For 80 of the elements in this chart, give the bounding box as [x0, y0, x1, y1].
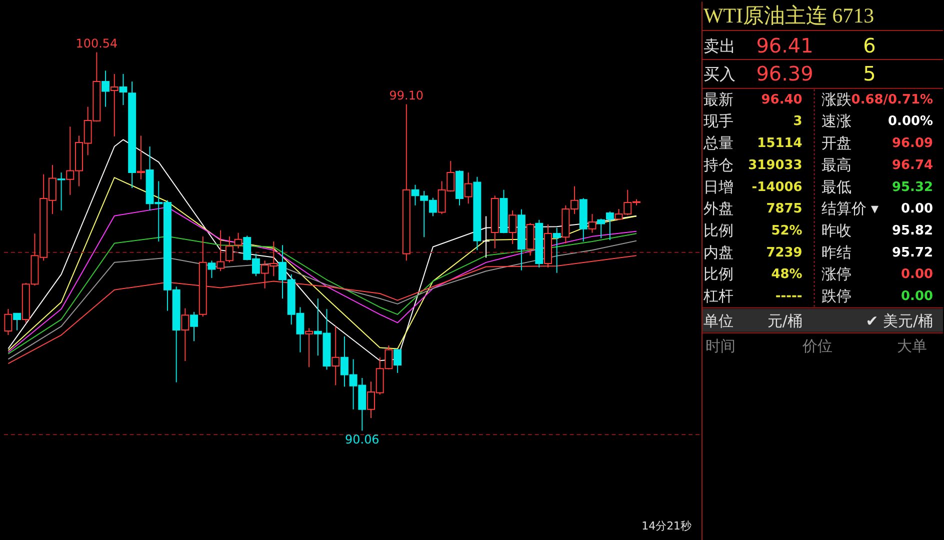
- text: 涨跌: [821, 90, 852, 108]
- candlestick: [394, 349, 402, 374]
- text: ✔ 美元/桶: [866, 312, 934, 330]
- text: 最低: [821, 178, 852, 196]
- candlestick: [13, 312, 22, 331]
- text: 比例: [704, 221, 734, 240]
- candlestick: [234, 232, 242, 249]
- text: 96.74: [892, 158, 934, 173]
- text: 14分21秒: [642, 519, 692, 532]
- text: 单位: [704, 312, 734, 330]
- text: 96.09: [892, 136, 934, 152]
- candlestick: [4, 308, 12, 336]
- text: 外盘: [704, 200, 734, 218]
- text: 52%: [771, 223, 802, 238]
- text: -14006: [752, 180, 802, 195]
- candlestick: [552, 227, 561, 274]
- text: -----: [775, 289, 802, 304]
- text: 内盘: [704, 243, 734, 262]
- text: 15114: [757, 136, 802, 152]
- candlestick: [119, 73, 128, 106]
- candlestick: [208, 260, 216, 278]
- text: 买入: [704, 64, 736, 84]
- candlestick: [597, 218, 606, 239]
- candlestick: [588, 214, 596, 234]
- candlestick: [225, 236, 234, 263]
- candlestick: [606, 211, 614, 241]
- text: 3: [793, 114, 802, 130]
- candlestick: [110, 73, 118, 137]
- text: 96.39: [756, 61, 814, 86]
- text: 7239: [766, 245, 802, 260]
- annotation: 90.06: [345, 432, 380, 447]
- text: 48%: [771, 267, 802, 282]
- text: 95.82: [892, 223, 934, 238]
- text: 0.00: [901, 202, 934, 217]
- text: 0.00: [901, 267, 934, 282]
- text: 95.72: [892, 245, 934, 260]
- text: 昨结: [821, 243, 852, 262]
- text: 现手: [704, 112, 734, 130]
- text: 元/桶: [767, 312, 802, 330]
- text: 最新: [704, 90, 734, 108]
- text: 6: [863, 33, 876, 58]
- text: 结算价 ▾: [821, 200, 880, 218]
- text: 总量: [702, 134, 734, 152]
- text: 速涨: [821, 112, 852, 130]
- candlestick: [57, 172, 66, 211]
- annotation: 99.10: [389, 88, 424, 102]
- candlestick: [216, 230, 225, 272]
- text: 5: [863, 61, 876, 86]
- text: 0.00: [901, 289, 934, 304]
- text: 0.68/0.71%: [851, 92, 934, 108]
- text: 卖出: [704, 36, 736, 56]
- text: 0.00%: [888, 114, 934, 130]
- candlestick: [464, 172, 472, 204]
- candlestick: [508, 210, 517, 245]
- text: 价位: [801, 336, 832, 355]
- text: 95.32: [892, 180, 934, 195]
- text: 大单: [897, 336, 928, 355]
- text: 最高: [821, 156, 852, 174]
- candlestick: [136, 135, 145, 180]
- text: 时间: [706, 336, 736, 355]
- text: 开盘: [821, 134, 852, 152]
- text: 日增: [704, 178, 734, 196]
- annotation: 100.54: [76, 36, 118, 50]
- candlestick: [181, 308, 190, 362]
- text: 昨收: [821, 221, 852, 240]
- text: 7875: [766, 202, 802, 217]
- text: 比例: [704, 265, 734, 284]
- text: 持仓: [704, 156, 734, 174]
- text: 319033: [748, 158, 802, 173]
- text: 96.40: [761, 92, 802, 108]
- text: 96.41: [756, 33, 814, 58]
- candlestick: [305, 328, 314, 368]
- candlestick: [102, 70, 110, 108]
- candlestick: [190, 311, 198, 342]
- text: 跌停: [821, 287, 852, 306]
- text: 涨停: [821, 265, 852, 284]
- candlestick: [482, 216, 490, 258]
- text: 杠杆: [702, 287, 734, 306]
- candlestick: [332, 326, 340, 386]
- text: WTI原油主连 6713: [704, 4, 874, 28]
